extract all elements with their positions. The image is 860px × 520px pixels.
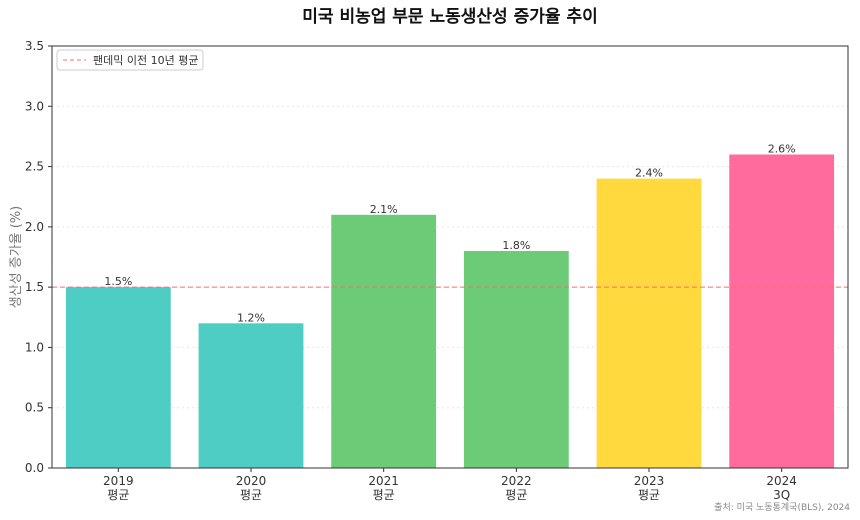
x-tick-label-period: 평균 bbox=[638, 488, 660, 502]
y-tick-label: 2.5 bbox=[25, 160, 44, 174]
x-tick-label-year: 2021 bbox=[368, 474, 399, 488]
x-tick-label-period: 평균 bbox=[107, 488, 129, 502]
legend-reference-line-label: 팬데믹 이전 10년 평균 bbox=[93, 54, 198, 67]
x-tick-label-year: 2022 bbox=[501, 474, 532, 488]
bar-2019 bbox=[65, 287, 171, 468]
bar-value-label: 1.2% bbox=[237, 311, 265, 324]
bar-2021 bbox=[331, 214, 437, 468]
bar-2023 bbox=[596, 178, 702, 468]
y-tick-label: 2.0 bbox=[25, 220, 44, 234]
y-tick-label: 3.5 bbox=[25, 39, 44, 53]
x-tick-label-year: 2023 bbox=[634, 474, 665, 488]
bar-2022 bbox=[463, 250, 569, 468]
bar-2024 bbox=[729, 154, 835, 468]
x-tick-label-period: 평균 bbox=[373, 488, 395, 502]
y-axis-label: 생산성 증가율 (%) bbox=[9, 206, 24, 309]
legend: 팬데믹 이전 10년 평균 bbox=[56, 49, 204, 71]
bar-value-label: 1.5% bbox=[104, 275, 132, 288]
bar-2020 bbox=[198, 323, 304, 468]
bar-value-label: 1.8% bbox=[502, 239, 530, 252]
bar-value-label: 2.6% bbox=[768, 143, 796, 156]
y-tick-label: 0.0 bbox=[25, 461, 44, 475]
x-tick-label-period: 평균 bbox=[505, 488, 527, 502]
bar-value-label: 2.4% bbox=[635, 167, 663, 180]
x-tick-label-year: 2020 bbox=[236, 474, 267, 488]
y-tick-label: 1.0 bbox=[25, 340, 44, 354]
plot-frame bbox=[51, 45, 849, 469]
x-tick-label-year: 2024 bbox=[766, 474, 797, 488]
source-note: 출처: 미국 노동통계국(BLS), 2024 bbox=[714, 501, 850, 513]
x-tick-label-period: 3Q bbox=[773, 488, 790, 502]
x-tick-label-period: 평균 bbox=[240, 488, 262, 502]
y-tick-label: 0.5 bbox=[25, 401, 44, 415]
x-tick-label-year: 2019 bbox=[103, 474, 134, 488]
y-tick-label: 1.5 bbox=[25, 280, 44, 294]
legend-box bbox=[56, 49, 204, 71]
chart-title: 미국 비농업 부문 노동생산성 증가율 추이 bbox=[302, 7, 597, 27]
y-tick-label: 3.0 bbox=[25, 99, 44, 113]
bar-value-label: 2.1% bbox=[370, 203, 398, 216]
